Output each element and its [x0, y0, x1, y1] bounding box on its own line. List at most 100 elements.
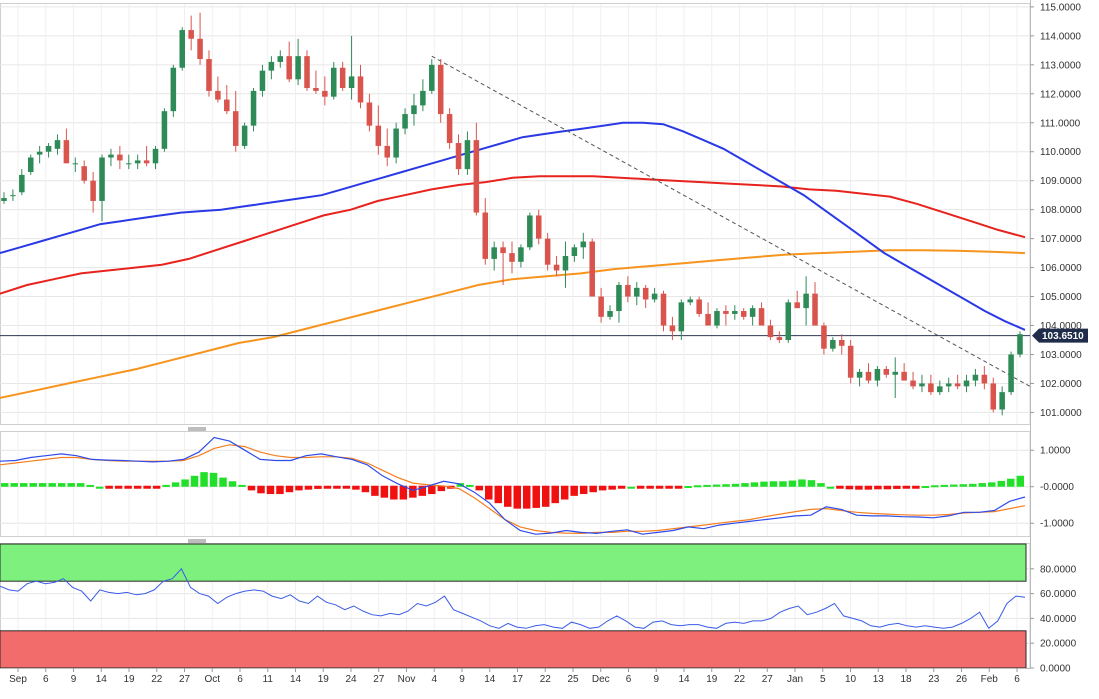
candle-down [838, 340, 845, 346]
macd-histogram-bar [437, 485, 446, 492]
candle-up [411, 105, 417, 115]
candle-down [544, 238, 551, 265]
macd-histogram-bar [171, 482, 180, 487]
x-tick-label: 14 [96, 674, 108, 685]
candle-up [54, 140, 61, 149]
candle-down [81, 166, 87, 181]
candle-up [27, 157, 34, 172]
x-tick-label: 27 [179, 674, 191, 685]
price-tick-label: 104.0000 [1040, 321, 1082, 332]
candle-down [286, 56, 292, 80]
candle-down [758, 308, 765, 326]
macd-histogram-bar [731, 483, 740, 487]
macd-histogram-bar [769, 481, 778, 487]
price-tick-label: 108.0000 [1040, 205, 1082, 216]
candle-up [945, 383, 952, 387]
macd-histogram-bar [541, 485, 550, 507]
price-tick-label: 103.0000 [1040, 350, 1082, 361]
candle-down [625, 284, 631, 297]
candle-up [607, 311, 613, 317]
macd-histogram-bar [38, 483, 47, 487]
x-tick-label: 27 [762, 674, 774, 685]
macd-histogram-bar [855, 485, 863, 490]
macd-histogram-bar [485, 485, 493, 500]
macd-histogram-bar [712, 484, 721, 487]
candle-up [19, 174, 25, 193]
candle-down [847, 345, 854, 378]
macd-histogram-bar [912, 485, 920, 489]
macd-histogram-bar [883, 485, 892, 490]
macd-histogram-bar [902, 485, 911, 489]
macd-histogram-bar [266, 485, 275, 495]
x-tick-label: 6 [626, 674, 632, 685]
candle-up [330, 67, 337, 97]
candle-up [1017, 334, 1023, 355]
candle-down [313, 88, 319, 91]
axes [0, 0, 1031, 669]
rsi-oversold-band [0, 630, 1027, 669]
macd-histogram-bar [779, 481, 787, 487]
candle-down [723, 311, 729, 314]
macd-histogram-bar [143, 485, 151, 489]
ema-red-line [0, 175, 1026, 295]
candle-up [250, 90, 257, 126]
tick-labels: 101.0000102.0000103.0000104.0000105.0000… [9, 2, 1082, 685]
macd-histogram-bar [807, 480, 816, 487]
x-tick-label: Oct [204, 674, 220, 685]
candle-down [981, 374, 988, 384]
candle-up [937, 386, 943, 393]
candle-up [999, 392, 1005, 410]
macd-histogram-bar [57, 483, 66, 487]
macd-histogram-bar [428, 485, 436, 495]
macd-histogram-bar [750, 482, 759, 487]
candle-up [491, 247, 497, 259]
candle-down [865, 371, 872, 381]
macd-histogram-bar [314, 485, 322, 489]
candle-up [72, 163, 79, 165]
candle-up [268, 61, 275, 71]
macd-histogram-bar [190, 475, 199, 487]
macd-histogram-bar [997, 480, 1006, 487]
candle-down [446, 114, 453, 144]
downtrend-line [431, 55, 1031, 387]
price-tick-label: 112.0000 [1040, 89, 1081, 100]
macd-histogram-bar [219, 477, 227, 487]
candle-up [429, 64, 435, 91]
macd-histogram-bar [295, 485, 303, 491]
candle-down [90, 180, 96, 201]
macd-histogram-bar [760, 481, 768, 487]
candle-down [553, 264, 560, 271]
price-tick-label: 113.0000 [1040, 60, 1081, 71]
x-tick-label: 17 [512, 674, 524, 685]
macd-histogram-bar [399, 485, 408, 500]
macd-histogram-bar [693, 485, 702, 488]
sma-orange-line [0, 249, 1026, 399]
macd-histogram-bar [532, 485, 540, 508]
macd-histogram-bar [76, 483, 85, 487]
x-tick-label: 11 [263, 674, 274, 685]
candle-down [669, 325, 676, 332]
macd-histogram-bar [323, 485, 332, 489]
x-tick-label: 4 [431, 674, 437, 685]
candle-down [357, 76, 364, 103]
price-tick-label: 111.0000 [1040, 118, 1081, 129]
candle-up [241, 125, 248, 146]
macd-line [0, 436, 1026, 535]
rsi-tick-label: 60.0000 [1040, 589, 1077, 600]
candle-up [518, 247, 524, 262]
candle-up [126, 163, 132, 165]
x-tick-label: Dec [592, 674, 610, 685]
macd-histogram-bar [617, 485, 626, 489]
x-tick-label: 9 [71, 674, 77, 685]
macd-histogram-bar [893, 485, 901, 489]
macd-histogram-bar [874, 485, 882, 490]
candle-up [464, 140, 471, 170]
candle-down [990, 383, 997, 410]
candle-up [678, 302, 685, 332]
x-tick-label: 22 [734, 674, 746, 685]
x-tick-label: 6 [237, 674, 243, 685]
macd-histogram-bar [864, 485, 873, 490]
x-tick-label: 6 [1014, 674, 1020, 685]
price-tick-label: 102.0000 [1040, 379, 1082, 390]
